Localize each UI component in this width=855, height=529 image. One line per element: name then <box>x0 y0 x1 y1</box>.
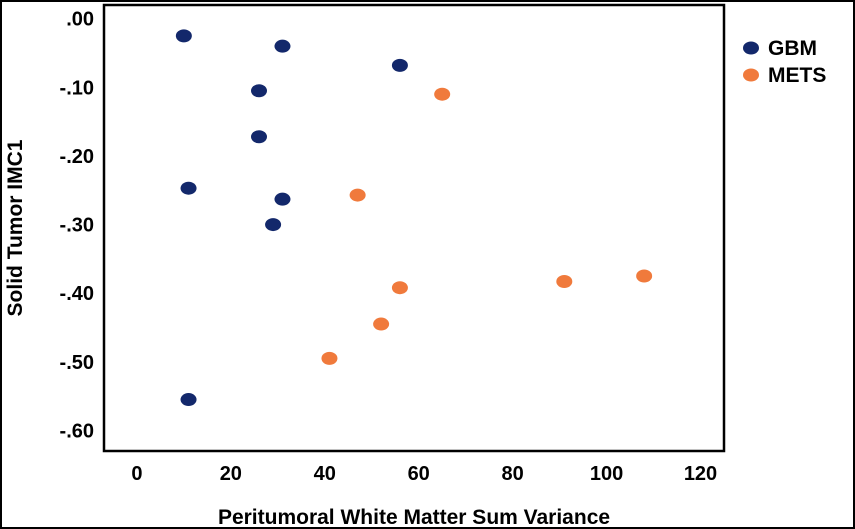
x-axis-ticks: 0 20 40 60 80 100 120 <box>131 463 717 485</box>
legend: GBM METS <box>743 37 826 87</box>
legend-marker-mets <box>743 68 759 82</box>
data-point-gbm <box>251 84 267 98</box>
plot-area-border <box>102 3 726 453</box>
legend-marker-gbm <box>743 41 759 55</box>
x-tick-label: 120 <box>684 463 717 485</box>
data-point-mets <box>321 351 338 365</box>
y-tick-label: -.20 <box>60 146 94 168</box>
y-tick-label: .00 <box>66 9 94 31</box>
y-tick-label: -.40 <box>60 283 94 305</box>
data-point-gbm <box>265 218 282 232</box>
x-axis-title: Peritumoral White Matter Sum Variance <box>218 506 610 529</box>
data-point-mets <box>434 87 451 101</box>
data-point-gbm <box>274 39 291 53</box>
data-point-mets <box>349 188 366 202</box>
data-point-mets <box>391 281 408 295</box>
x-tick-label: 0 <box>131 463 142 485</box>
y-axis-title: Solid Tumor IMC1 <box>4 139 27 316</box>
y-tick-label: -.50 <box>60 352 94 374</box>
data-point-gbm <box>175 29 192 43</box>
data-points <box>175 29 653 407</box>
data-point-gbm <box>180 393 197 407</box>
data-point-gbm <box>251 130 267 144</box>
data-point-mets <box>636 269 653 283</box>
x-tick-label: 100 <box>590 463 623 485</box>
y-tick-label: -.10 <box>60 77 94 99</box>
data-point-mets <box>556 275 573 289</box>
data-point-gbm <box>180 181 197 195</box>
data-point-mets <box>373 317 390 331</box>
x-tick-label: 80 <box>502 463 524 485</box>
y-tick-label: -.60 <box>60 420 94 442</box>
legend-label-mets: METS <box>768 64 826 87</box>
data-point-gbm <box>391 58 408 72</box>
x-tick-label: 60 <box>408 463 430 485</box>
x-tick-label: 20 <box>220 463 242 485</box>
y-axis-ticks: .00 -.10 -.20 -.30 -.40 -.50 -.60 <box>60 9 94 443</box>
x-tick-label: 40 <box>314 463 336 485</box>
data-point-gbm <box>274 192 291 206</box>
legend-label-gbm: GBM <box>768 37 817 60</box>
y-tick-label: -.30 <box>60 215 94 237</box>
